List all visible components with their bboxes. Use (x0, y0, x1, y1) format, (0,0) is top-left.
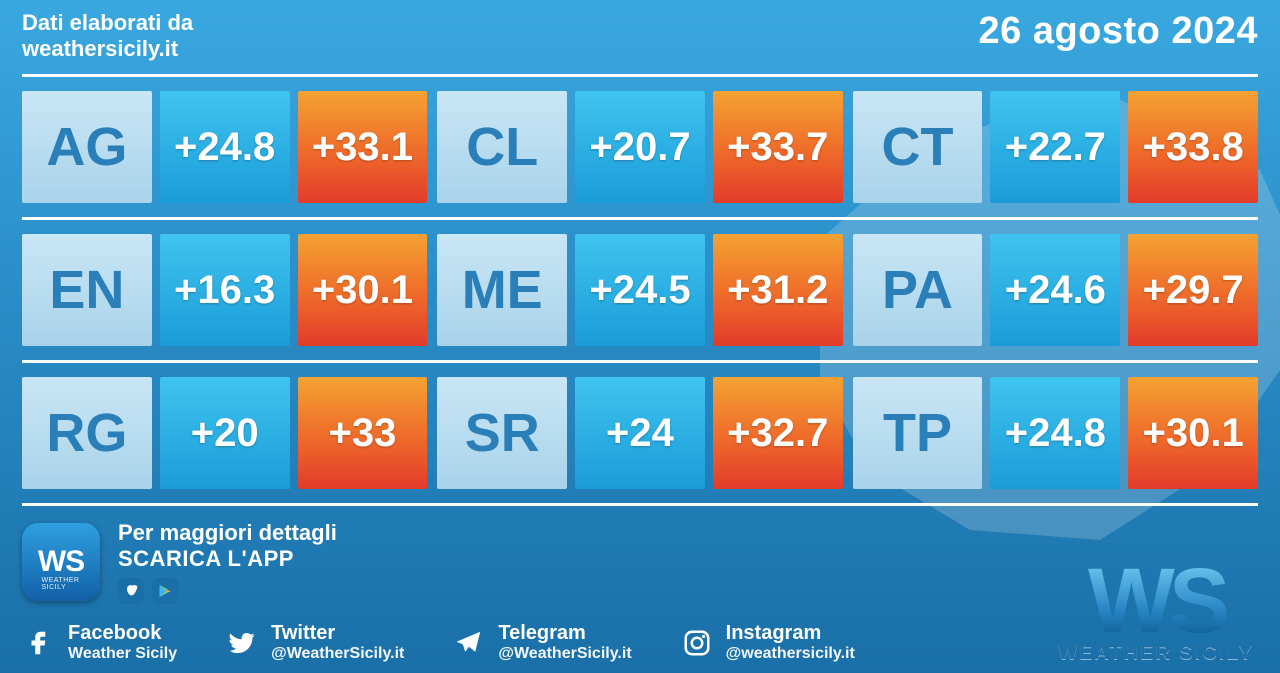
instagram-icon (680, 626, 714, 660)
social-handle: @WeatherSicily.it (498, 645, 631, 663)
temp-low: +24.8 (990, 377, 1120, 489)
social-handle: Weather Sicily (68, 645, 177, 663)
province-cell: TP +24.8 +30.1 (853, 377, 1258, 489)
province-code: ME (437, 234, 567, 346)
app-promo-line2: SCARICA L'APP (118, 546, 337, 572)
province-code: CL (437, 91, 567, 203)
app-promo-line1: Per maggiori dettagli (118, 520, 337, 546)
temp-high: +31.2 (713, 234, 843, 346)
province-code: PA (853, 234, 983, 346)
province-cell: ME +24.5 +31.2 (437, 234, 842, 346)
grid-row: RG +20 +33 SR +24 +32.7 TP +24.8 +30.1 (22, 360, 1258, 506)
province-code: AG (22, 91, 152, 203)
province-code: SR (437, 377, 567, 489)
province-cell: RG +20 +33 (22, 377, 427, 489)
social-facebook[interactable]: Facebook Weather Sicily (22, 622, 177, 663)
grid-row: AG +24.8 +33.1 CL +20.7 +33.7 CT +22.7 +… (22, 74, 1258, 217)
temp-high: +32.7 (713, 377, 843, 489)
temp-low: +20 (160, 377, 290, 489)
appstore-icon[interactable] (118, 578, 144, 604)
province-cell: PA +24.6 +29.7 (853, 234, 1258, 346)
province-cell: AG +24.8 +33.1 (22, 91, 427, 203)
social-instagram[interactable]: Instagram @weathersicily.it (680, 622, 855, 663)
social-handle: @WeatherSicily.it (271, 645, 404, 663)
social-handle: @weathersicily.it (726, 645, 855, 663)
temp-low: +24.8 (160, 91, 290, 203)
temperature-grid: AG +24.8 +33.1 CL +20.7 +33.7 CT +22.7 +… (22, 74, 1258, 506)
header-source-line2: weathersicily.it (22, 36, 193, 62)
province-code: TP (853, 377, 983, 489)
header-source: Dati elaborati da weathersicily.it (22, 10, 193, 62)
app-badge-text: WS (38, 545, 84, 579)
social-bar: Facebook Weather Sicily Twitter @Weather… (22, 622, 855, 663)
province-code: EN (22, 234, 152, 346)
social-telegram[interactable]: Telegram @WeatherSicily.it (452, 622, 631, 663)
temp-low: +20.7 (575, 91, 705, 203)
province-cell: CL +20.7 +33.7 (437, 91, 842, 203)
twitter-icon (225, 626, 259, 660)
social-title: Telegram (498, 622, 631, 645)
social-title: Instagram (726, 622, 855, 645)
temp-low: +24.5 (575, 234, 705, 346)
temp-low: +24.6 (990, 234, 1120, 346)
temp-high: +30.1 (298, 234, 428, 346)
province-cell: CT +22.7 +33.8 (853, 91, 1258, 203)
temp-high: +33 (298, 377, 428, 489)
facebook-icon (22, 626, 56, 660)
header: Dati elaborati da weathersicily.it 26 ag… (0, 0, 1280, 68)
social-title: Twitter (271, 622, 404, 645)
brand-logo: WS WEATHER SICILY (1058, 562, 1254, 665)
province-cell: SR +24 +32.7 (437, 377, 842, 489)
header-source-line1: Dati elaborati da (22, 10, 193, 36)
temp-low: +24 (575, 377, 705, 489)
temp-high: +33.7 (713, 91, 843, 203)
province-cell: EN +16.3 +30.1 (22, 234, 427, 346)
header-date: 26 agosto 2024 (979, 10, 1258, 53)
temp-low: +22.7 (990, 91, 1120, 203)
app-badge[interactable]: WS WEATHER SICILY (22, 523, 100, 601)
province-code: RG (22, 377, 152, 489)
app-promo-text: Per maggiori dettagli SCARICA L'APP (118, 520, 337, 604)
temp-high: +29.7 (1128, 234, 1258, 346)
playstore-icon[interactable] (152, 578, 178, 604)
province-code: CT (853, 91, 983, 203)
temp-high: +30.1 (1128, 377, 1258, 489)
telegram-icon (452, 626, 486, 660)
social-title: Facebook (68, 622, 177, 645)
temp-low: +16.3 (160, 234, 290, 346)
temp-high: +33.1 (298, 91, 428, 203)
app-badge-sub: WEATHER SICILY (42, 577, 81, 591)
brand-logo-text: WS (1058, 562, 1254, 640)
grid-row: EN +16.3 +30.1 ME +24.5 +31.2 PA +24.6 +… (22, 217, 1258, 360)
social-twitter[interactable]: Twitter @WeatherSicily.it (225, 622, 404, 663)
temp-high: +33.8 (1128, 91, 1258, 203)
store-icons (118, 578, 337, 604)
